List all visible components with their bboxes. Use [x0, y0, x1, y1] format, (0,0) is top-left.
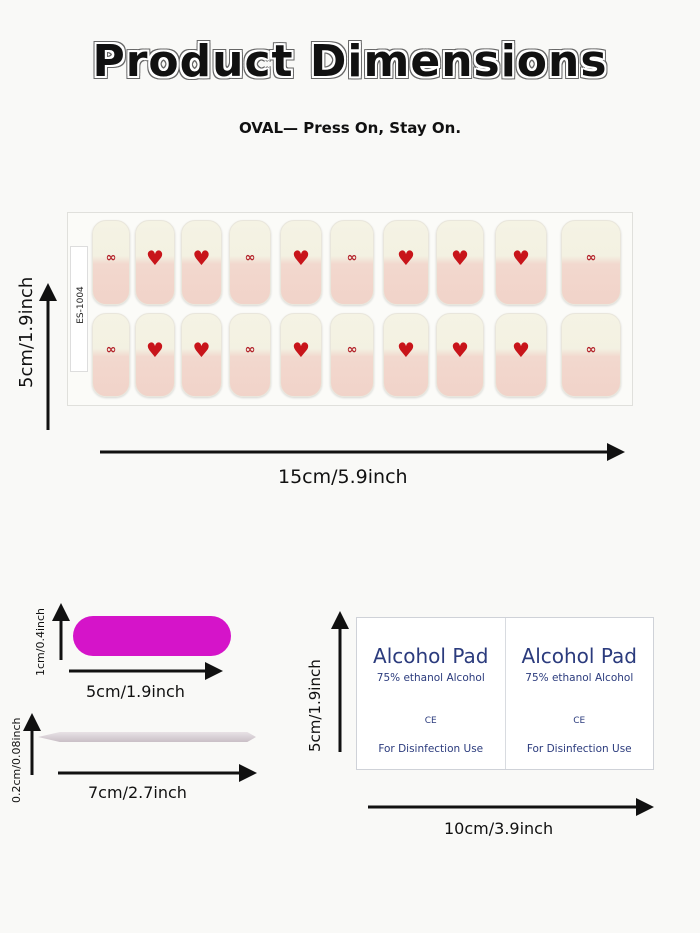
- heart-icon: ♥: [292, 338, 310, 363]
- sheet-label-strip: [70, 246, 88, 372]
- heart-icon: ♥: [397, 338, 415, 363]
- pad-height-label: 5cm/1.9inch: [306, 659, 324, 752]
- heart-icon: ♥: [451, 338, 469, 363]
- press-on-nail: ♥: [135, 220, 175, 305]
- press-on-nail: ♥: [383, 313, 429, 397]
- press-on-nail: ♥: [135, 313, 175, 397]
- pad-subtitle: 75% ethanol Alcohol: [525, 672, 634, 684]
- pad-use: For Disinfection Use: [378, 743, 484, 755]
- heart-icon: ♥: [451, 245, 469, 270]
- sheet-code: ES-1004: [75, 286, 86, 324]
- pad-title: Alcohol Pad: [521, 644, 637, 668]
- bow-icon: ∞: [244, 342, 256, 358]
- cuticle-stick: [38, 732, 256, 742]
- heart-icon: ♥: [397, 245, 415, 270]
- pad-title: Alcohol Pad: [373, 644, 489, 668]
- bow-icon: ∞: [346, 342, 358, 358]
- press-on-nail: ♥: [436, 220, 484, 305]
- heart-icon: ♥: [146, 245, 164, 270]
- press-on-nail: ∞: [561, 313, 621, 397]
- bow-icon: ∞: [244, 250, 256, 266]
- sheet-width-label: 15cm/5.9inch: [278, 466, 408, 488]
- heart-icon: ♥: [512, 245, 530, 270]
- press-on-nail: ♥: [495, 220, 547, 305]
- alcohol-pad-left: Alcohol Pad 75% ethanol Alcohol CE For D…: [357, 618, 506, 769]
- pad-use: For Disinfection Use: [526, 743, 632, 755]
- bow-icon: ∞: [585, 250, 597, 266]
- ce-mark: CE: [573, 716, 586, 726]
- page-subtitle: OVAL— Press On, Stay On.: [238, 119, 462, 137]
- page-title: Product Dimensions: [92, 36, 608, 87]
- heart-icon: ♥: [146, 338, 164, 363]
- press-on-nail: ∞: [330, 220, 374, 305]
- heart-icon: ♥: [512, 338, 530, 363]
- press-on-nail: ∞: [92, 313, 130, 397]
- bow-icon: ∞: [346, 250, 358, 266]
- bow-icon: ∞: [105, 342, 117, 358]
- heart-icon: ♥: [292, 245, 310, 270]
- press-on-nail: ♥: [181, 220, 222, 305]
- alcohol-pad: Alcohol Pad 75% ethanol Alcohol CE For D…: [356, 617, 654, 770]
- stick-width-label: 7cm/2.7inch: [88, 783, 187, 802]
- press-on-nail: ♥: [280, 313, 322, 397]
- press-on-nail: ∞: [92, 220, 130, 305]
- heart-icon: ♥: [192, 338, 211, 363]
- alcohol-pad-right: Alcohol Pad 75% ethanol Alcohol CE For D…: [506, 618, 654, 769]
- sheet-height-label: 5cm/1.9inch: [16, 276, 37, 388]
- press-on-nail: ∞: [330, 313, 374, 397]
- press-on-nail: ♥: [181, 313, 222, 397]
- pad-subtitle: 75% ethanol Alcohol: [376, 672, 485, 684]
- file-width-label: 5cm/1.9inch: [86, 682, 185, 701]
- ce-mark: CE: [424, 716, 437, 726]
- press-on-nail: ∞: [229, 313, 271, 397]
- file-height-label: 1cm/0.4inch: [34, 607, 47, 676]
- press-on-nail: ∞: [561, 220, 621, 305]
- stick-height-label: 0.2cm/0.08inch: [10, 717, 23, 803]
- press-on-nail: ♥: [436, 313, 484, 397]
- press-on-nail: ∞: [229, 220, 271, 305]
- heart-icon: ♥: [192, 245, 211, 270]
- press-on-nail: ♥: [383, 220, 429, 305]
- pad-width-label: 10cm/3.9inch: [444, 819, 554, 838]
- bow-icon: ∞: [105, 250, 117, 266]
- press-on-nail: ♥: [280, 220, 322, 305]
- bow-icon: ∞: [585, 342, 597, 358]
- press-on-nail: ♥: [495, 313, 547, 397]
- nail-file: [73, 616, 231, 656]
